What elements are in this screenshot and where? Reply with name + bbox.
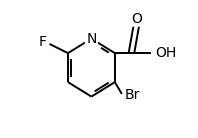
Text: OH: OH <box>156 46 177 60</box>
Text: N: N <box>86 32 97 46</box>
Text: Br: Br <box>125 87 140 102</box>
Text: F: F <box>39 35 47 49</box>
Text: O: O <box>131 12 142 26</box>
